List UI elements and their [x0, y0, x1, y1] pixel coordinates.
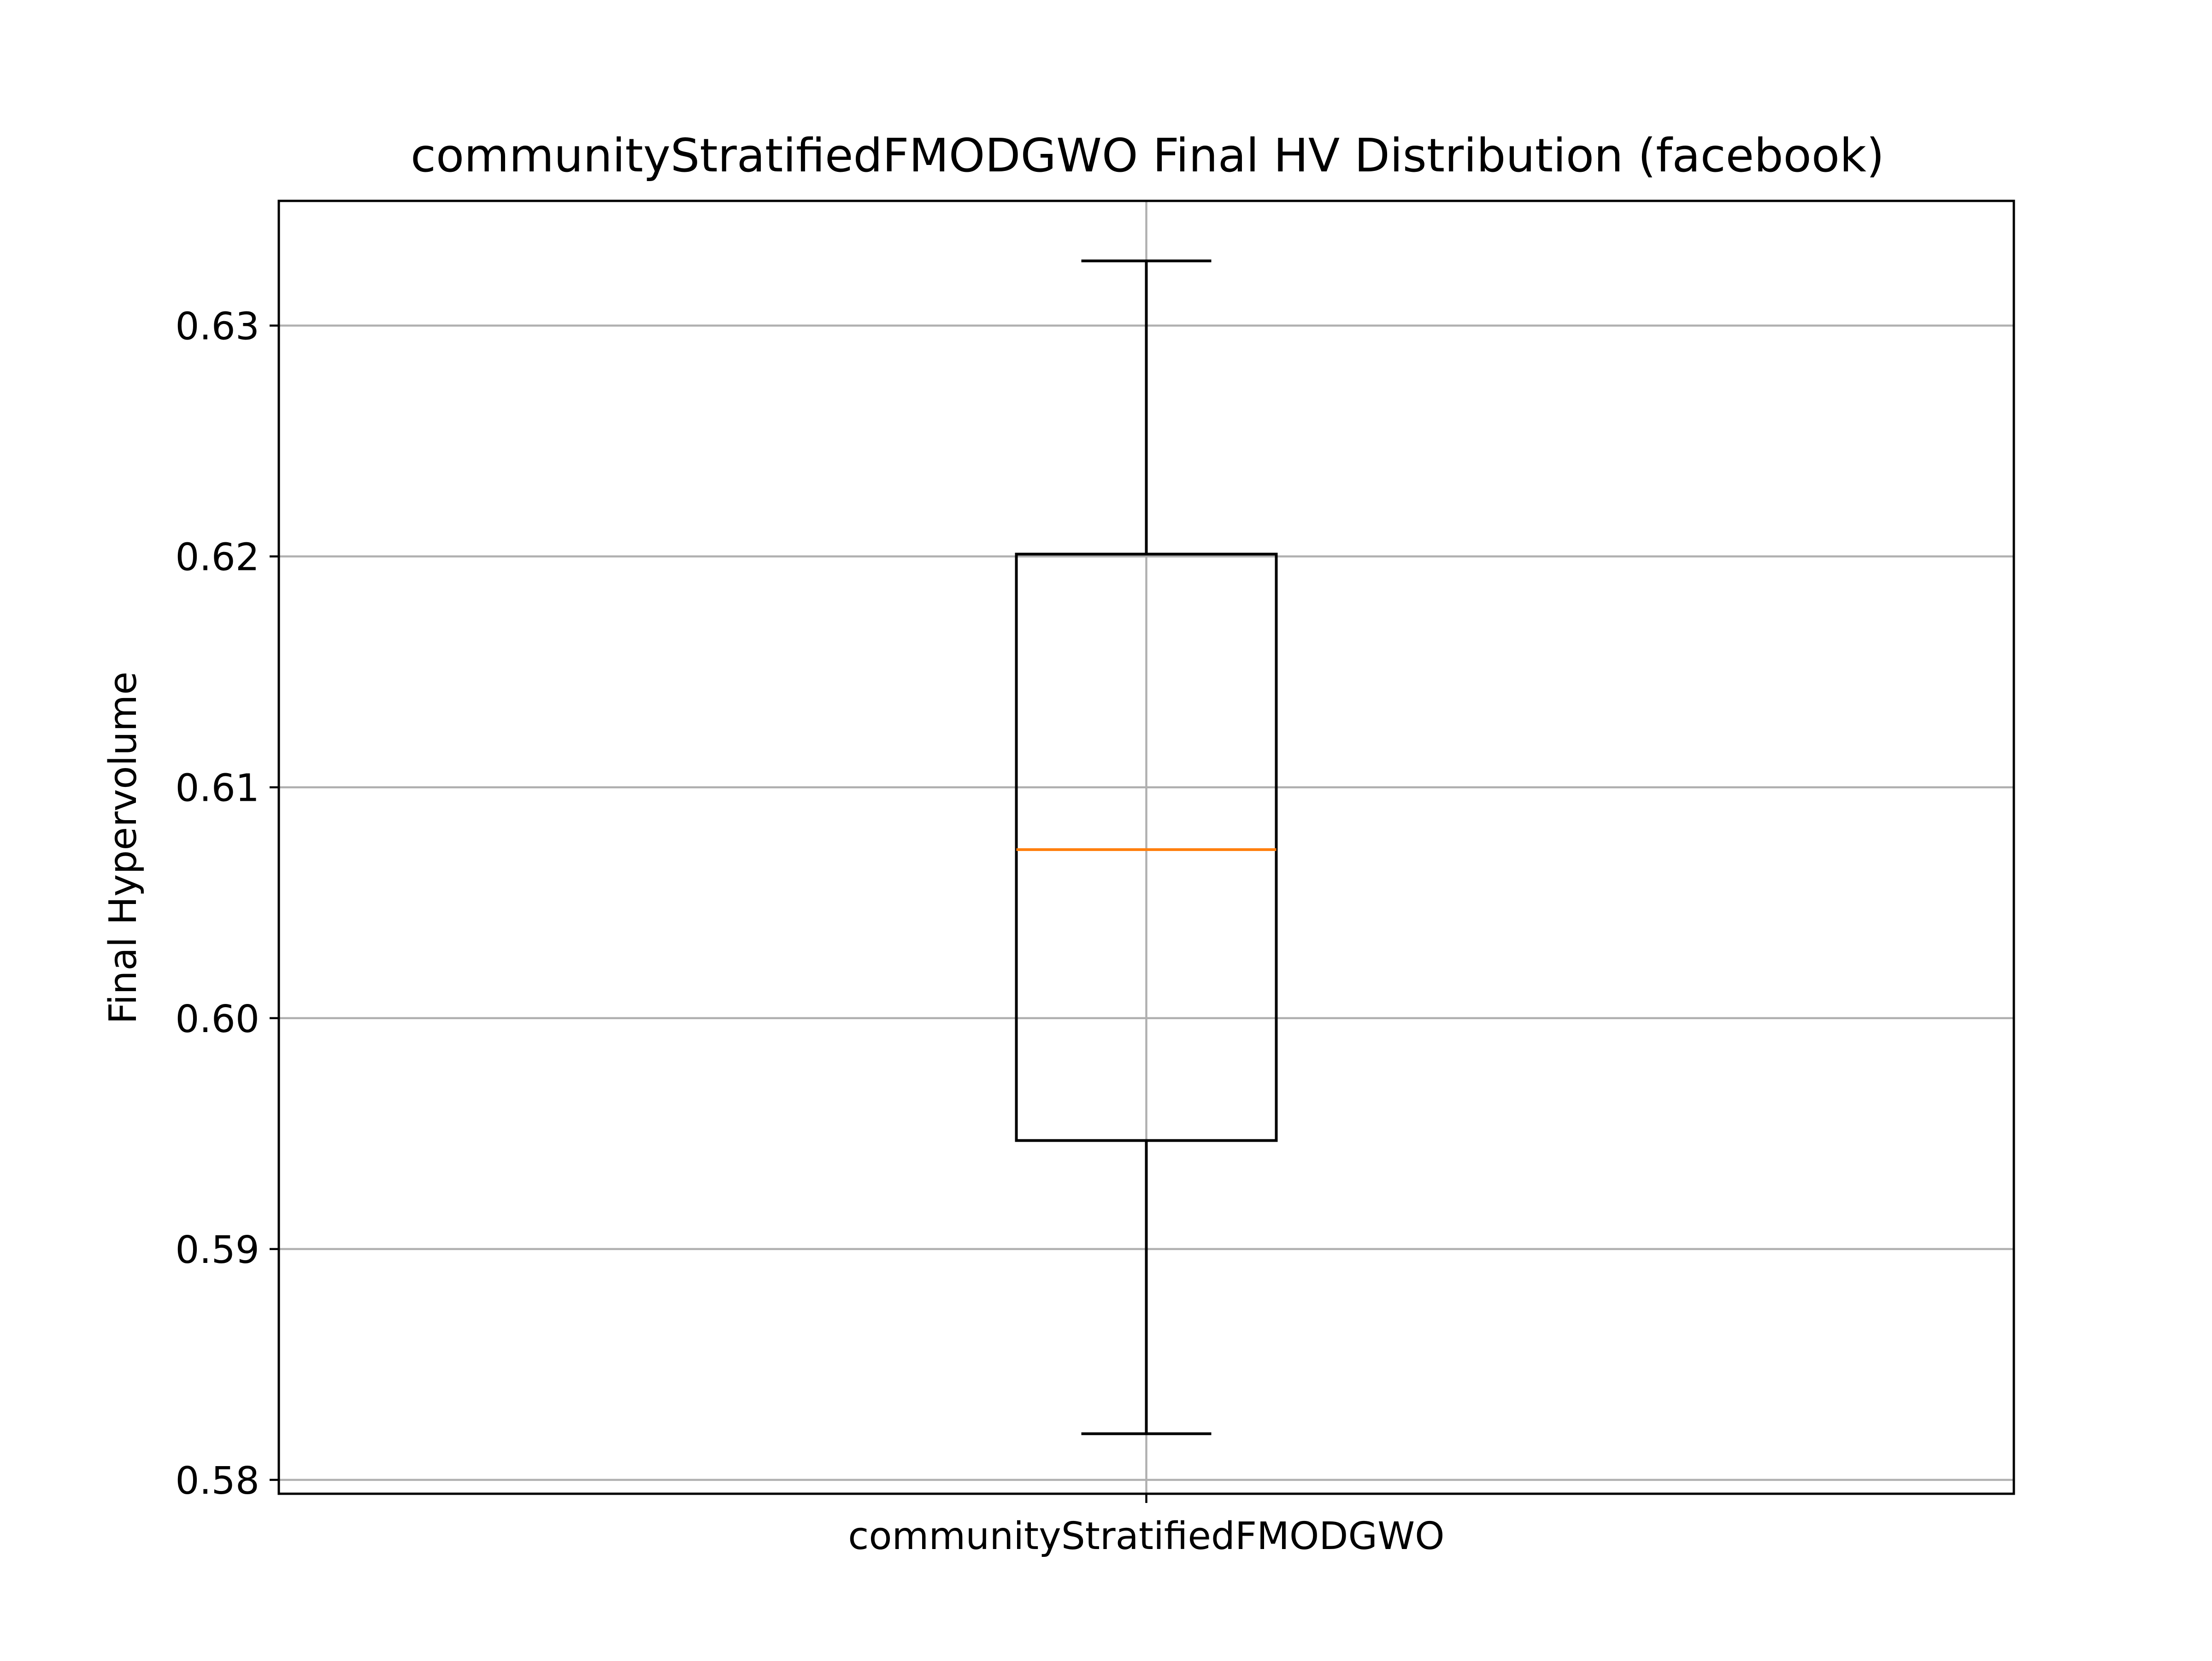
box-series	[1015, 259, 1278, 1435]
plot-frame	[277, 200, 2015, 1495]
y-axis-label: Final Hypervolume	[101, 671, 145, 1024]
interquartile-box	[1015, 552, 1278, 1142]
y-tick-label: 0.59	[175, 1228, 259, 1272]
chart-title: communityStratifiedFMODGWO Final HV Dist…	[411, 129, 1884, 182]
y-tick-label: 0.61	[175, 767, 259, 810]
x-tick-label: communityStratifiedFMODGWO	[848, 1514, 1444, 1558]
y-tick-label: 0.63	[175, 305, 259, 349]
y-tick-label: 0.62	[175, 536, 259, 580]
y-tick-label: 0.60	[175, 998, 259, 1041]
axis-ticks: 0.58 0.59 0.60 0.61 0.62 0.63 communityStratif…	[175, 305, 1444, 1558]
y-tick-label: 0.58	[175, 1459, 259, 1503]
